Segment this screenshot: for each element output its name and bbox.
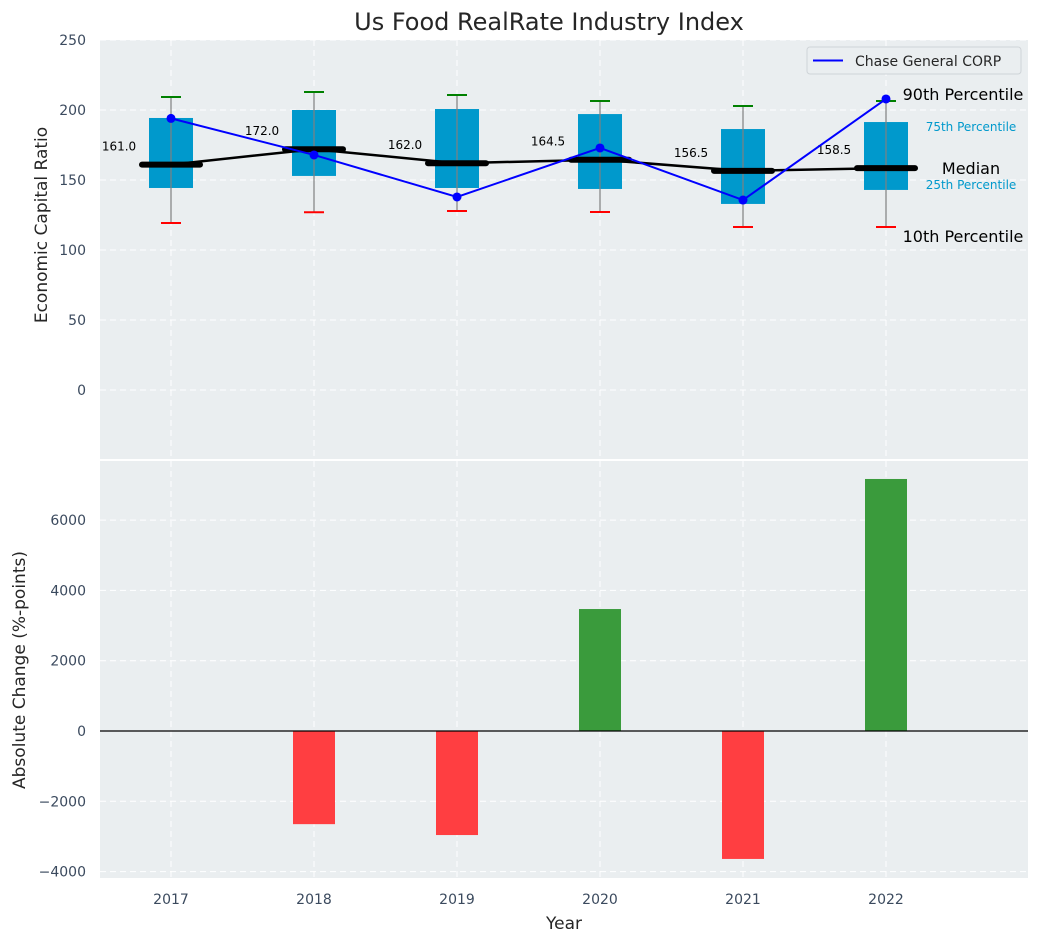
- y-tick-label: 0: [77, 724, 86, 740]
- median-value-label: 156.5: [674, 146, 708, 160]
- chase-series-point: [310, 150, 319, 159]
- chase-series-point: [453, 192, 462, 201]
- median-value-label: 162.0: [388, 138, 422, 152]
- chart-figure: 0 50 100 150 200 250 161.0 172.0 162.0 164.5 156.…: [0, 0, 1039, 942]
- chase-series-point: [882, 94, 891, 103]
- change-bar: [722, 731, 764, 859]
- annotation-median: Median: [942, 159, 1000, 178]
- y-tick-label: 150: [59, 173, 86, 189]
- y-tick-label: 100: [59, 243, 86, 259]
- chart-title: Us Food RealRate Industry Index: [354, 8, 744, 36]
- x-tick-label: 2018: [296, 892, 332, 908]
- y-tick-label: 250: [59, 33, 86, 49]
- change-bar: [579, 609, 621, 731]
- annotation-10th: 10th Percentile: [903, 227, 1024, 246]
- y-tick-label: −2000: [39, 794, 86, 810]
- y-tick-label: 200: [59, 103, 86, 119]
- x-ticks: 2017 2018 2019 2020 2021 2022: [153, 892, 904, 908]
- top-y-axis-label: Economic Capital Ratio: [32, 127, 52, 323]
- x-tick-label: 2017: [153, 892, 189, 908]
- bottom-y-axis-label: Absolute Change (%-points): [10, 551, 30, 789]
- legend: Chase General CORP: [807, 47, 1021, 74]
- y-tick-label: 4000: [50, 583, 86, 599]
- annotation-90th: 90th Percentile: [903, 85, 1024, 104]
- change-bar: [436, 731, 478, 835]
- x-tick-label: 2022: [868, 892, 904, 908]
- chase-series-point: [167, 114, 176, 123]
- x-axis-label: Year: [545, 914, 582, 934]
- annotation-25th: 25th Percentile: [926, 178, 1017, 192]
- median-value-label: 172.0: [245, 124, 279, 138]
- chase-series-point: [739, 196, 748, 205]
- x-tick-label: 2020: [582, 892, 618, 908]
- x-tick-label: 2021: [725, 892, 761, 908]
- y-tick-label: 50: [68, 313, 86, 329]
- y-tick-label: −4000: [39, 865, 86, 881]
- x-tick-label: 2019: [439, 892, 475, 908]
- bottom-y-ticks: −4000 −2000 0 2000 4000 6000: [39, 513, 86, 881]
- annotation-75th: 75th Percentile: [926, 120, 1017, 134]
- change-bar: [293, 731, 335, 824]
- chase-series-point: [596, 143, 605, 152]
- legend-entry: Chase General CORP: [855, 54, 1001, 70]
- change-bar: [865, 479, 907, 731]
- median-value-label: 164.5: [531, 135, 565, 149]
- y-tick-label: 2000: [50, 654, 86, 670]
- y-tick-label: 0: [77, 383, 86, 399]
- median-value-label: 161.0: [102, 140, 136, 154]
- y-tick-label: 6000: [50, 513, 86, 529]
- top-y-ticks: 0 50 100 150 200 250: [59, 33, 86, 399]
